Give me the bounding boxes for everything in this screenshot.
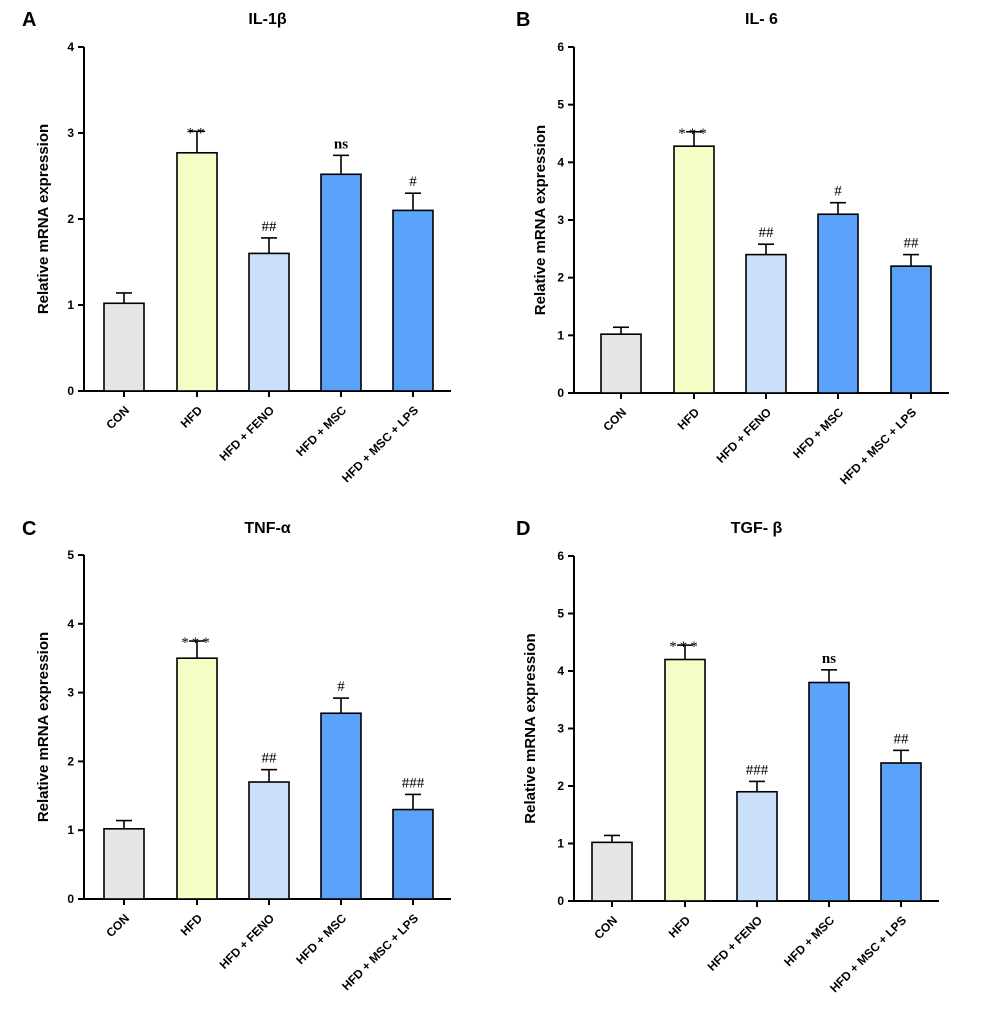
bar (880, 762, 922, 902)
y-tick-label: 4 (557, 155, 564, 169)
x-category-label: CON (600, 405, 629, 434)
y-tick-label: 1 (557, 328, 564, 342)
y-tick-label: 3 (67, 126, 74, 140)
significance-label: ### (746, 762, 769, 778)
panel-letter: C (22, 518, 36, 540)
y-tick-label: 4 (557, 664, 564, 678)
bar (736, 790, 778, 902)
bar (248, 252, 290, 392)
chart-title: TGF- β (731, 520, 783, 537)
x-category-label: HFD + FENO (714, 405, 775, 466)
y-axis-label: Relative mRNA expression (35, 124, 52, 314)
y-tick-label: 0 (557, 894, 564, 908)
chart-panel-a: A IL-1β Relative mRNA expression 0 1 2 3 4 CON HF… (22, 9, 451, 485)
x-category-label: CON (103, 403, 132, 432)
y-tick-label: 2 (67, 754, 74, 768)
y-tick-label: 2 (67, 212, 74, 226)
chart-title: IL- 6 (745, 11, 778, 28)
x-category-label: HFD + FENO (705, 913, 766, 974)
significance-label: # (834, 184, 842, 200)
x-category-label: HFD + MSC + LPS (339, 403, 421, 485)
bar (664, 658, 706, 902)
chart-panel-b: B IL- 6 Relative mRNA expression 0 1 2 3 4 5 6 CON… (516, 9, 949, 487)
significance-label: *** (669, 639, 701, 655)
y-tick-label: 0 (67, 892, 74, 906)
bar (591, 841, 633, 902)
significance-label: ### (402, 775, 425, 791)
bar (392, 808, 434, 900)
significance-label: *** (181, 635, 213, 651)
chart-title: IL-1β (248, 11, 286, 28)
x-category-label: HFD + MSC + LPS (837, 405, 919, 487)
y-tick-label: 1 (557, 837, 564, 851)
bar (673, 145, 715, 394)
x-category-label: CON (103, 911, 132, 940)
x-category-label: CON (591, 913, 620, 942)
significance-label: ns (822, 651, 836, 667)
y-axis-label: Relative mRNA expression (35, 632, 52, 822)
x-category-label: HFD + FENO (217, 911, 278, 972)
bar (176, 151, 218, 392)
bar (392, 209, 434, 392)
bar (103, 302, 145, 392)
x-category-label: HFD + MSC + LPS (827, 913, 909, 995)
x-category-label: HFD + MSC (293, 911, 349, 967)
y-tick-label: 4 (67, 40, 74, 54)
y-tick-label: 5 (67, 548, 74, 562)
significance-label: ## (894, 731, 910, 747)
x-category-label: HFD + MSC (293, 403, 349, 459)
significance-label: # (409, 174, 417, 190)
y-axis-label: Relative mRNA expression (532, 125, 549, 315)
x-category-label: HFD (178, 403, 206, 431)
significance-label: ** (187, 125, 208, 141)
significance-label: *** (678, 126, 710, 142)
significance-label: # (337, 679, 345, 695)
y-tick-label: 0 (67, 384, 74, 398)
x-category-label: HFD + MSC (781, 913, 837, 969)
y-axis-label: Relative mRNA expression (522, 633, 539, 823)
y-tick-label: 5 (557, 607, 564, 621)
y-tick-label: 4 (67, 617, 74, 631)
x-category-label: HFD (675, 405, 703, 433)
significance-label: ## (262, 219, 278, 235)
panel-letter: B (516, 9, 530, 31)
bar (808, 681, 850, 902)
x-category-label: HFD + MSC (790, 405, 846, 461)
x-category-label: HFD (178, 911, 206, 939)
bar (320, 173, 362, 392)
bar (103, 828, 145, 900)
significance-label: ## (904, 236, 920, 252)
y-tick-label: 2 (557, 779, 564, 793)
y-tick-label: 3 (557, 213, 564, 227)
y-tick-label: 1 (67, 823, 74, 837)
x-category-label: HFD (666, 913, 694, 941)
y-tick-label: 1 (67, 298, 74, 312)
y-tick-label: 6 (557, 40, 564, 54)
y-tick-label: 2 (557, 271, 564, 285)
chart-panel-d: D TGF- β Relative mRNA expression 0 1 2 3 4 5 6 CO… (516, 518, 939, 995)
bar (600, 333, 642, 394)
y-tick-label: 0 (557, 386, 564, 400)
bar (176, 657, 218, 900)
y-tick-label: 6 (557, 549, 564, 563)
x-category-label: HFD + MSC + LPS (339, 911, 421, 993)
bar (817, 213, 859, 394)
y-tick-label: 5 (557, 98, 564, 112)
panel-letter: A (22, 9, 36, 31)
significance-label: ns (334, 136, 348, 152)
bar (248, 781, 290, 900)
bar (320, 712, 362, 900)
y-tick-label: 3 (67, 686, 74, 700)
significance-label: ## (262, 751, 278, 767)
chart-title: TNF-α (244, 520, 290, 537)
y-tick-label: 3 (557, 722, 564, 736)
significance-label: ## (759, 225, 775, 241)
chart-panel-c: C TNF-α Relative mRNA expression 0 1 2 3 4 5 CON H… (22, 518, 451, 993)
x-category-label: HFD + FENO (217, 403, 278, 464)
bar (890, 265, 932, 394)
bar (745, 253, 787, 394)
panel-letter: D (516, 518, 530, 540)
